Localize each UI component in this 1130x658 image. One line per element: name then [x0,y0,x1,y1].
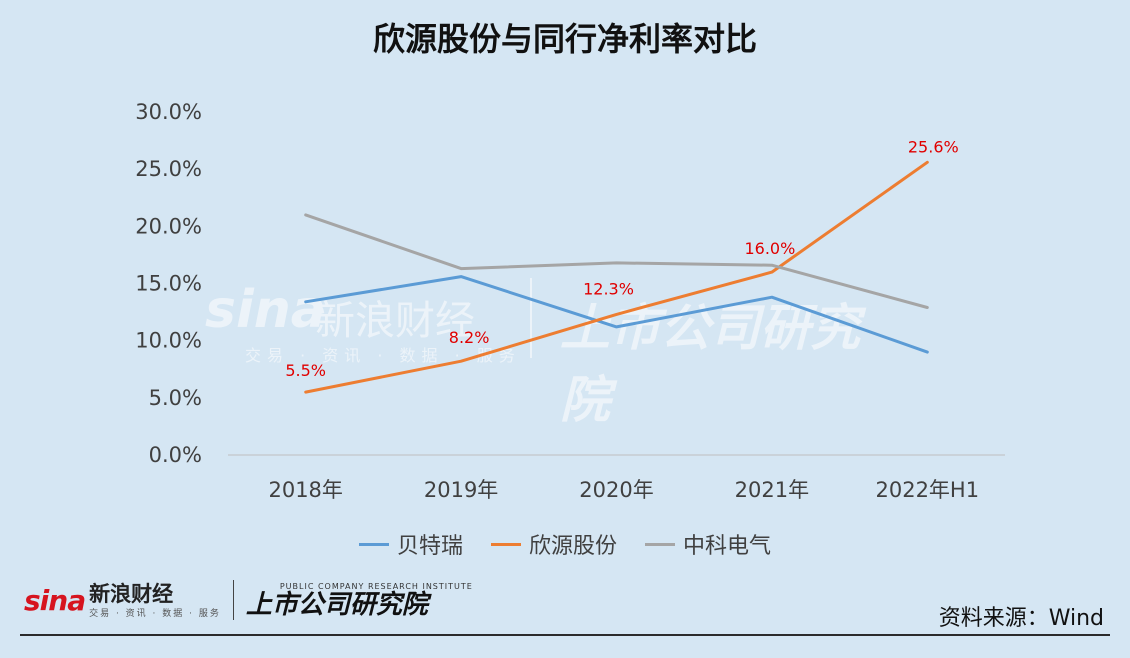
series-line-1 [304,160,929,394]
sina-tagline: 交易 · 资讯 · 数据 · 服务 [89,608,221,619]
institute: PUBLIC COMPANY RESEARCH INSTITUTE 上市公司研究… [246,582,473,619]
data-label: 12.3% [583,279,634,298]
legend-item: 中科电气 [645,528,771,560]
legend-label: 贝特瑞 [396,534,463,559]
data-label: 25.6% [908,137,959,156]
data-source: 资料来源：Wind [938,606,1104,631]
x-tick-label: 2018年 [268,478,342,502]
sina-text: 新浪财经 交易 · 资讯 · 数据 · 服务 [89,582,221,619]
chart-title: 欣源股份与同行净利率对比 [372,20,757,58]
y-tick-label: 5.0% [149,386,202,410]
y-tick-label: 10.0% [135,329,202,353]
legend-label: 中科电气 [683,534,772,559]
sina-logo: sina [24,583,86,617]
series-line-2 [304,213,929,309]
legend-item: 欣源股份 [490,528,617,560]
x-tick-label: 2021年 [735,478,809,502]
footer: sina 新浪财经 交易 · 资讯 · 数据 · 服务 PUBLIC COMPA… [0,572,1130,636]
y-tick-label: 20.0% [135,214,202,238]
brand-divider [232,580,234,620]
institute-chinese: 上市公司研究院 [245,589,428,620]
footer-rule [20,634,1110,636]
legend-item: 贝特瑞 [358,528,463,560]
data-label: 8.2% [449,328,490,347]
y-tick-label: 30.0% [135,100,202,124]
legend-label: 欣源股份 [528,534,617,559]
brand: sina 新浪财经 交易 · 资讯 · 数据 · 服务 PUBLIC COMPA… [24,580,473,620]
legend-swatch [490,542,521,546]
x-tick-label: 2020年 [579,478,653,502]
legend-swatch [358,542,389,546]
series-line-0 [304,275,929,354]
legend-swatch [645,542,675,546]
y-tick-label: 0.0% [149,443,202,467]
data-label: 5.5% [285,361,326,380]
x-tick-label: 2022年H1 [875,478,979,502]
y-tick-label: 25.0% [135,157,202,181]
institute-english: PUBLIC COMPANY RESEARCH INSTITUTE [279,581,473,591]
x-tick-label: 2019年 [424,478,498,502]
sina-name: 新浪财经 [89,581,174,606]
line-chart: 0.0% 5.0% 10.0% 15.0% 20.0% 25.0% 30.0% 2018年 20… [135,100,1005,502]
y-tick-label: 15.0% [135,272,202,296]
chart-legend: 贝特瑞 欣源股份 中科电气 [0,528,1130,560]
data-label: 16.0% [744,239,795,258]
